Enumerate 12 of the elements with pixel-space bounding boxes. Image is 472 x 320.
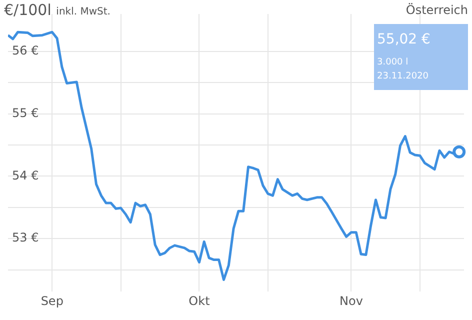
- chart-title: Österreich: [406, 3, 468, 18]
- x-tick-label: Sep: [40, 294, 64, 308]
- annotation: 3.000 l: [377, 57, 408, 68]
- y-axis-title: €/100l inkl. MwSt.: [4, 0, 110, 19]
- y-tick-label: 55 €: [12, 106, 39, 120]
- y-tick-label: 54 €: [12, 168, 39, 182]
- x-tick-label: Nov: [340, 294, 363, 308]
- x-tick-label: Okt: [188, 294, 210, 308]
- annotation: 23.11.2020: [377, 71, 429, 82]
- y-tick-label: 53 €: [12, 230, 39, 245]
- annotation: 55,02 €: [377, 32, 430, 48]
- y-tick-label: 56 €: [12, 44, 39, 58]
